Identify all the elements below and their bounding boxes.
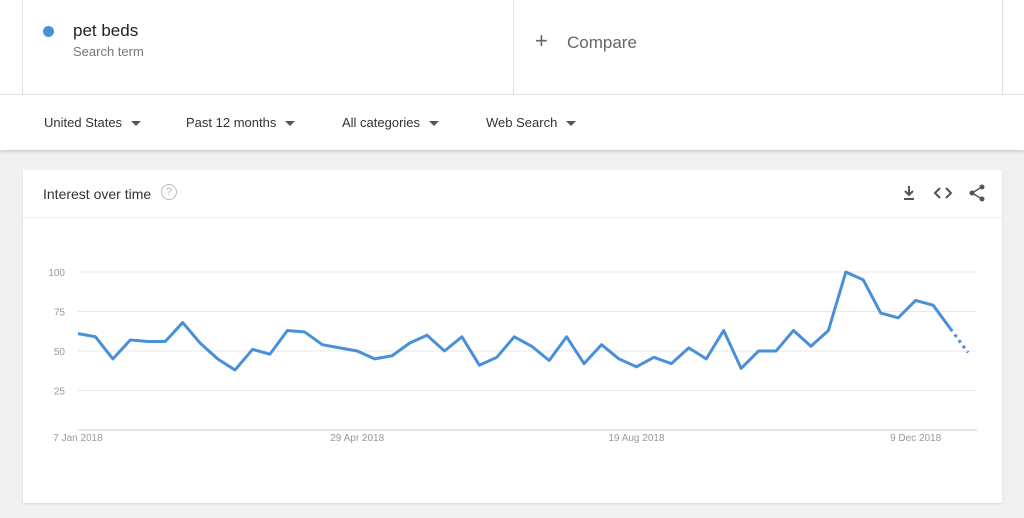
chevron-down-icon (429, 121, 440, 127)
x-tick-label: 29 Apr 2018 (330, 433, 384, 444)
x-tick-label: 7 Jan 2018 (53, 433, 103, 444)
partial-data-line (949, 327, 970, 354)
chevron-down-icon (285, 121, 296, 127)
search-header: pet beds Search term + Compare (0, 0, 1024, 94)
embed-icon[interactable] (932, 182, 954, 204)
x-tick-label: 19 Aug 2018 (608, 433, 665, 444)
series-color-dot (43, 26, 54, 37)
search-term-subtitle: Search term (73, 44, 144, 59)
x-tick-label: 9 Dec 2018 (890, 433, 942, 444)
region-dropdown[interactable]: United States (44, 115, 142, 130)
search-type-dropdown[interactable]: Web Search (486, 115, 577, 130)
y-tick-label: 100 (48, 268, 65, 279)
plus-icon: + (535, 28, 548, 53)
compare-label: Compare (567, 33, 637, 52)
compare-button[interactable]: + Compare (513, 0, 1003, 94)
y-tick-label: 75 (54, 308, 66, 319)
card-divider (23, 217, 1002, 218)
category-dropdown[interactable]: All categories (342, 115, 440, 130)
category-label: All categories (342, 115, 421, 130)
download-icon[interactable] (898, 182, 920, 204)
filter-bar: United States Past 12 months All categor… (0, 94, 1024, 150)
help-icon[interactable]: ? (161, 184, 177, 200)
interest-over-time-card: Interest over time ? 25 50 75 100 7 Jan 2018… (23, 170, 1002, 503)
chevron-down-icon (566, 121, 577, 127)
search-term-card[interactable]: pet beds Search term (22, 0, 514, 94)
time-range-dropdown[interactable]: Past 12 months (186, 115, 296, 130)
chevron-down-icon (131, 121, 142, 127)
search-term-name: pet beds (73, 21, 139, 40)
y-tick-label: 50 (54, 347, 66, 358)
search-type-label: Web Search (486, 115, 558, 130)
y-tick-label: 25 (54, 387, 66, 398)
series-line (77, 270, 952, 372)
time-range-label: Past 12 months (186, 115, 277, 130)
region-label: United States (44, 115, 123, 130)
share-icon[interactable] (966, 182, 988, 204)
line-chart: 25 50 75 100 7 Jan 2018 29 Apr 2018 19 Aug 201… (48, 268, 977, 444)
card-title: Interest over time (43, 186, 152, 202)
